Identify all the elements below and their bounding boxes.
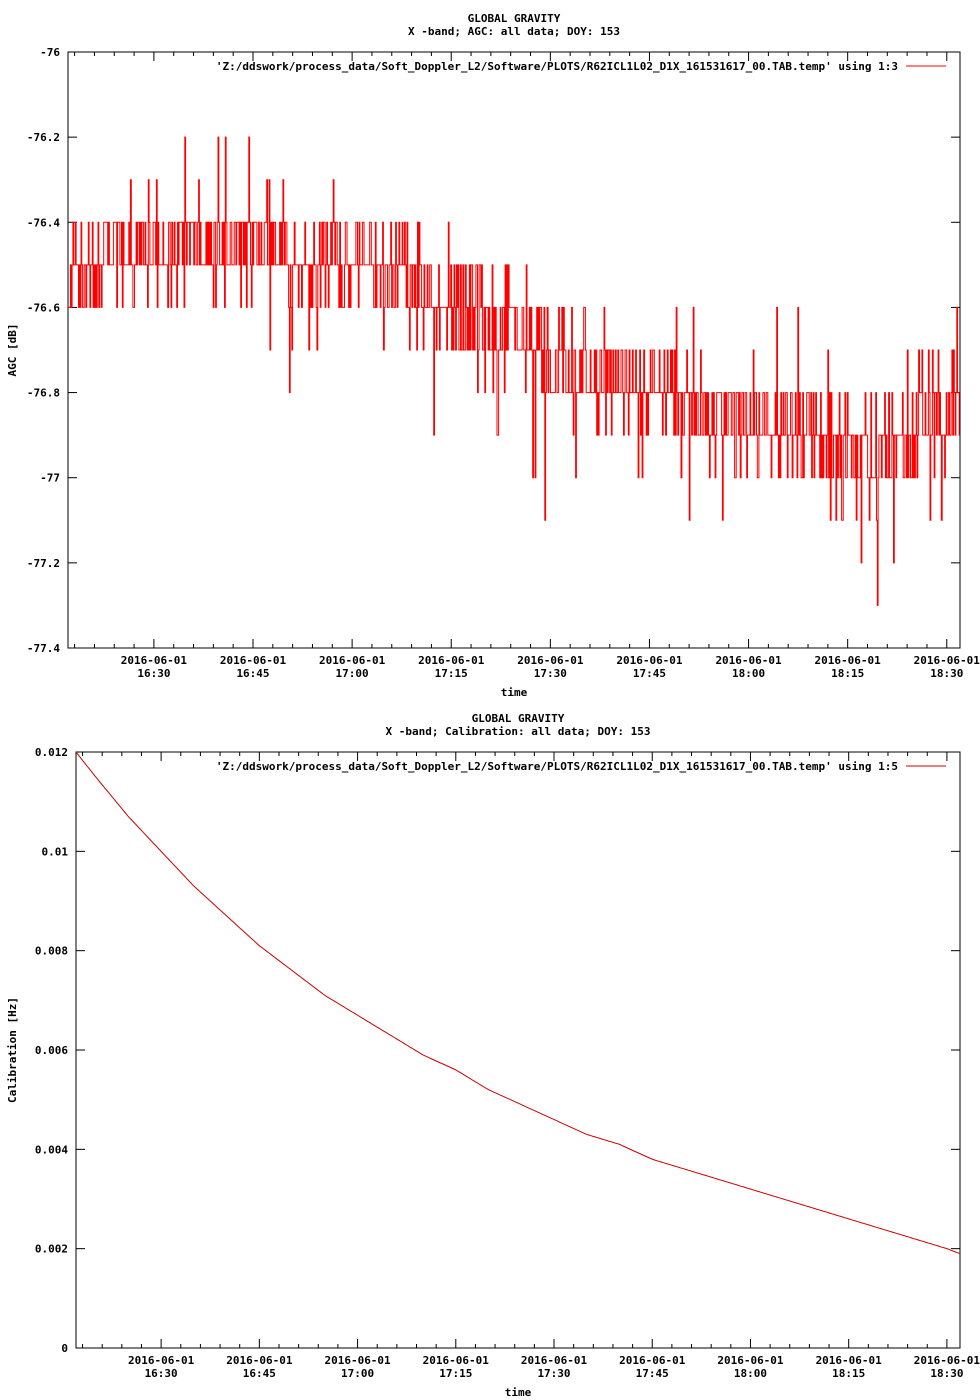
x-tick-date-label: 2016-06-01 — [815, 654, 882, 667]
x-tick-time-label: 16:30 — [145, 1367, 178, 1380]
y-tick-label: 0.002 — [35, 1243, 68, 1256]
x-tick-time-label: 17:30 — [534, 667, 567, 680]
x-tick-date-label: 2016-06-01 — [816, 1354, 883, 1367]
x-tick-date-label: 2016-06-01 — [619, 1354, 686, 1367]
x-tick-time-label: 17:15 — [439, 1367, 472, 1380]
y-tick-label: 0.006 — [35, 1044, 68, 1057]
x-tick-time-label: 17:00 — [336, 667, 369, 680]
chart-subtitle: X -band; Calibration: all data; DOY: 153 — [386, 725, 651, 738]
x-tick-date-label: 2016-06-01 — [226, 1354, 293, 1367]
x-tick-time-label: 17:45 — [636, 1367, 669, 1380]
x-axis-label: time — [505, 1386, 532, 1399]
x-tick-date-label: 2016-06-01 — [423, 1354, 490, 1367]
y-tick-label: -77.2 — [27, 557, 60, 570]
x-tick-time-label: 16:30 — [137, 667, 170, 680]
y-tick-label: 0 — [61, 1342, 68, 1355]
x-tick-time-label: 17:00 — [341, 1367, 374, 1380]
calibration-series-line — [75, 751, 961, 1255]
y-tick-label: -76.2 — [27, 131, 60, 144]
legend-label: 'Z:/ddswork/process_data/Soft_Doppler_L2… — [216, 60, 898, 73]
y-tick-label: -76 — [40, 46, 60, 59]
plot-frame — [75, 751, 961, 1349]
y-tick-label: 0.01 — [42, 845, 69, 858]
x-tick-time-label: 18:00 — [732, 667, 765, 680]
x-tick-time-label: 18:00 — [734, 1367, 767, 1380]
x-tick-date-label: 2016-06-01 — [717, 1354, 784, 1367]
x-tick-time-label: 17:45 — [633, 667, 666, 680]
x-axis-label: time — [501, 686, 528, 699]
x-tick-time-label: 18:15 — [831, 667, 864, 680]
y-tick-label: 0.004 — [35, 1143, 68, 1156]
x-tick-date-label: 2016-06-01 — [715, 654, 782, 667]
chart-subtitle: X -band; AGC: all data; DOY: 153 — [408, 25, 620, 38]
legend-label: 'Z:/ddswork/process_data/Soft_Doppler_L2… — [216, 760, 898, 773]
y-axis-label: Calibration [Hz] — [6, 997, 19, 1103]
x-tick-time-label: 18:15 — [832, 1367, 865, 1380]
x-tick-date-label: 2016-06-01 — [914, 654, 980, 667]
y-tick-label: 0.012 — [35, 746, 68, 759]
y-tick-label: -76.6 — [27, 301, 60, 314]
x-tick-date-label: 2016-06-01 — [220, 654, 287, 667]
x-tick-date-label: 2016-06-01 — [121, 654, 188, 667]
x-tick-date-label: 2016-06-01 — [319, 654, 386, 667]
x-tick-date-label: 2016-06-01 — [517, 654, 584, 667]
chart-title: GLOBAL GRAVITY — [468, 12, 561, 25]
x-tick-time-label: 17:15 — [435, 667, 468, 680]
x-tick-time-label: 16:45 — [243, 1367, 276, 1380]
x-tick-date-label: 2016-06-01 — [616, 654, 683, 667]
x-tick-time-label: 18:30 — [930, 667, 963, 680]
x-tick-date-label: 2016-06-01 — [418, 654, 485, 667]
y-tick-label: -77 — [40, 472, 60, 485]
x-tick-time-label: 17:30 — [537, 1367, 570, 1380]
plot-frame — [67, 51, 961, 649]
x-tick-date-label: 2016-06-01 — [128, 1354, 195, 1367]
y-tick-label: -76.8 — [27, 387, 60, 400]
chart-title: GLOBAL GRAVITY — [472, 712, 565, 725]
y-tick-label: 0.008 — [35, 945, 68, 958]
y-axis-label: AGC [dB] — [6, 324, 19, 377]
x-tick-time-label: 16:45 — [236, 667, 269, 680]
x-tick-date-label: 2016-06-01 — [324, 1354, 391, 1367]
y-tick-label: -76.4 — [27, 216, 60, 229]
y-tick-label: -77.4 — [27, 642, 60, 655]
x-tick-time-label: 18:30 — [930, 1367, 963, 1380]
agc-series-line — [68, 136, 960, 606]
x-tick-date-label: 2016-06-01 — [521, 1354, 588, 1367]
x-tick-date-label: 2016-06-01 — [914, 1354, 980, 1367]
